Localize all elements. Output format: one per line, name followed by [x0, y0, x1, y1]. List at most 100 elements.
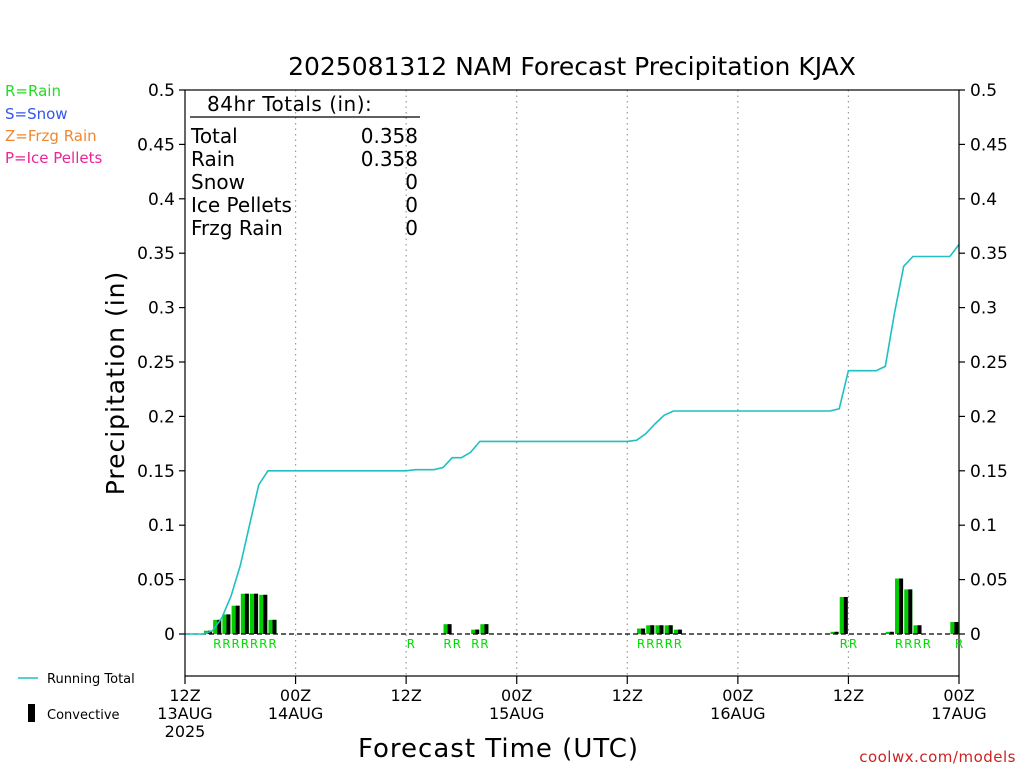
legend: Running Total Convective — [18, 672, 135, 723]
totals-value-frzg-rain: 0 — [405, 216, 418, 240]
convective-bar — [226, 614, 231, 634]
y-tick-label-left: 0.4 — [148, 190, 175, 210]
convective-bar — [447, 624, 452, 634]
totals-heading: 84hr Totals (in): — [207, 92, 372, 116]
x-tick-label: 00Z — [501, 686, 532, 705]
x-tick-label: 14AUG — [268, 704, 323, 723]
y-tick-label-left: 0.15 — [137, 462, 175, 482]
y-tick-label-right: 0 — [970, 625, 981, 645]
y-tick-label-left: 0.5 — [148, 81, 175, 101]
y-tick-label-left: 0.1 — [148, 516, 175, 536]
y-tick-label-right: 0.15 — [970, 462, 1008, 482]
convective-bar — [954, 622, 959, 634]
ptype-label: R — [259, 637, 267, 651]
convective-bar — [668, 625, 673, 634]
x-tick-label: 2025 — [165, 722, 206, 741]
ptype-label: R — [480, 637, 488, 651]
totals-label-ice-pellets: Ice Pellets — [191, 193, 292, 217]
convective-bar — [641, 628, 645, 634]
x-tick-label: 00Z — [722, 686, 753, 705]
ptype-label: R — [222, 637, 230, 651]
convective-bar — [889, 631, 894, 634]
ptype-label: R — [250, 637, 258, 651]
ptype-label: R — [840, 637, 848, 651]
ptype-label: R — [895, 637, 903, 651]
x-tick-label: 12Z — [169, 686, 200, 705]
convective-bar — [217, 619, 222, 634]
convective-bar — [254, 593, 258, 634]
convective-bar — [244, 593, 249, 634]
x-tick-label: 15AUG — [489, 704, 544, 723]
convective-bar — [677, 629, 682, 634]
y-tick-label-left: 0.35 — [137, 244, 175, 264]
y-tick-label-right: 0.1 — [970, 516, 997, 536]
x-tick-label: 12Z — [612, 686, 643, 705]
y-tick-label-right: 0.35 — [970, 244, 1008, 264]
credit-text: coolwx.com/models — [859, 748, 1016, 766]
totals-value-total: 0.358 — [361, 124, 418, 148]
y-tick-label-left: 0.2 — [148, 407, 175, 427]
ptype-label: R — [213, 637, 221, 651]
precip-bar — [885, 631, 894, 634]
convective-bar — [899, 578, 903, 634]
x-tick-label: 12Z — [833, 686, 864, 705]
ptype-key-rain: R=Rain — [5, 82, 61, 100]
y-axis-ticks: 0 00.05 0.050.1 0.10.15 0.150.2 0.20.25 0.250.… — [137, 81, 1008, 645]
legend-label-convective: Convective — [47, 708, 120, 723]
totals-label-total: Total — [190, 124, 238, 148]
convective-bar — [235, 605, 240, 634]
precip-bar — [950, 622, 959, 634]
ptype-label: R — [232, 637, 240, 651]
ptype-label: R — [471, 637, 479, 651]
x-tick-label: 13AUG — [157, 704, 212, 723]
convective-bar — [263, 594, 268, 634]
y-tick-label-right: 0.25 — [970, 353, 1008, 373]
ptype-label: R — [913, 637, 921, 651]
convective-bar — [272, 619, 277, 634]
convective-bar — [834, 631, 839, 634]
y-tick-label-left: 0 — [164, 625, 175, 645]
ptype-label: R — [955, 637, 963, 651]
running-total-line — [185, 244, 960, 635]
totals-label-snow: Snow — [191, 170, 245, 194]
convective-bar — [843, 597, 848, 634]
x-tick-label: 16AUG — [710, 704, 765, 723]
ptype-label: R — [268, 637, 276, 651]
x-tick-label: 00Z — [280, 686, 311, 705]
totals-value-ice-pellets: 0 — [405, 193, 418, 217]
x-tick-label: 17AUG — [931, 704, 986, 723]
x-tick-label: 12Z — [390, 686, 421, 705]
totals-label-frzg-rain: Frzg Rain — [191, 216, 283, 240]
ptype-label: R — [407, 637, 415, 651]
precip-bar — [231, 605, 240, 634]
convective-bar — [908, 589, 913, 634]
plot-frame — [184, 89, 960, 677]
y-tick-label-left: 0.3 — [148, 299, 175, 319]
legend-swatch-convective — [28, 704, 35, 722]
y-tick-label-right: 0.5 — [970, 81, 997, 101]
totals-value-snow: 0 — [405, 170, 418, 194]
convective-bar — [475, 629, 480, 634]
legend-label-running-total: Running Total — [47, 672, 135, 687]
convective-bar — [484, 624, 489, 634]
ptype-label: R — [665, 637, 673, 651]
x-tick-label: 00Z — [943, 686, 974, 705]
y-tick-label-left: 0.05 — [137, 571, 175, 591]
ptype-label: R — [923, 637, 931, 651]
y-tick-label-right: 0.05 — [970, 571, 1008, 591]
convective-bar — [659, 625, 664, 634]
ptype-key-ice-pellets: P=Ice Pellets — [5, 149, 102, 167]
precip-bar — [673, 629, 683, 634]
y-axis-label: Precipitation (in) — [101, 271, 130, 496]
ptype-label: R — [453, 637, 461, 651]
y-tick-label-right: 0.3 — [970, 299, 997, 319]
ptype-label: R — [849, 637, 857, 651]
y-tick-label-right: 0.4 — [970, 190, 997, 210]
y-tick-label-right: 0.45 — [970, 135, 1008, 155]
ptype-key-frzg-rain: Z=Frzg Rain — [5, 127, 97, 145]
convective-bar — [917, 625, 922, 634]
